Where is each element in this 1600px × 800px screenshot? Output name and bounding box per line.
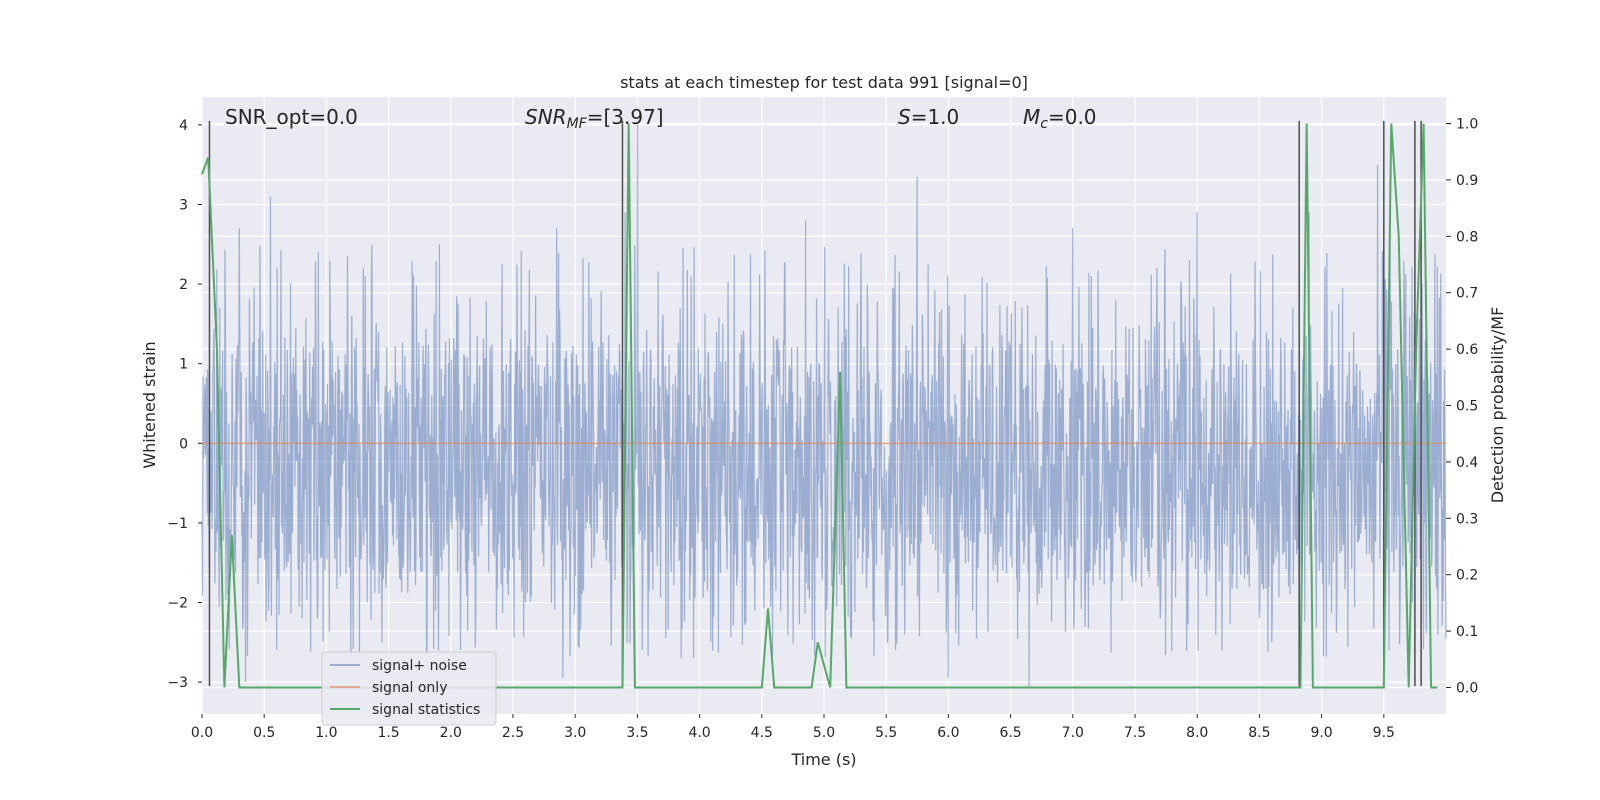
mc-symbol: M [1023,105,1040,129]
y2-tick-label-9: 0.9 [1456,173,1478,189]
legend: signal+ noise signal only signal statist… [321,651,497,726]
x-tick-label-17: 8.5 [1248,725,1270,741]
x-tick-label-18: 9.0 [1310,725,1332,741]
x-tick-label-9: 4.5 [751,725,773,741]
y2-tick-label-10: 1.0 [1456,117,1478,133]
series-lines [201,120,1446,689]
y2-tick-label-0: 0.0 [1456,680,1478,696]
y2-tick-label-6: 0.6 [1456,342,1478,358]
x-tick-label-15: 7.5 [1124,725,1146,741]
y2-axis-label: Detection probability/MF [1488,307,1507,504]
x-tick-label-11: 5.5 [875,725,897,741]
snr-mf-annotation: SNRMF=[3.97] [525,105,664,132]
mc-annotation: Mc=0.0 [1023,105,1097,132]
s-annotation: S=1.0 [898,105,959,129]
y-tick-label-1: −2 [167,596,188,612]
series-signal-noise [201,124,1447,687]
mc-value: =0.0 [1048,105,1097,129]
axes: 0.0 0.5 1.0 1.5 2.0 2.5 3.0 3.5 4.0 4.5 5.0 5.5 6.0 6… [167,117,1478,741]
legend-label-signal-noise: signal+ noise [372,658,467,674]
x-tick-label-12: 6.0 [937,725,959,741]
x-tick-label-1: 0.5 [253,725,275,741]
legend-label-signal-statistics: signal statistics [372,702,480,718]
snr-opt-annotation: SNR_opt=0.0 [225,105,358,129]
mc-subscript: c [1040,116,1048,132]
y2-tick-label-4: 0.4 [1456,455,1478,471]
y-tick-label-0: −3 [167,675,188,691]
y-tick-label-2: −1 [167,516,188,532]
signal-statistics-line [201,123,1438,689]
x-tick-label-7: 3.5 [626,725,648,741]
x-tick-label-14: 7.0 [1062,725,1084,741]
y-tick-label-6: 3 [179,197,188,213]
y-tick-label-4: 1 [179,357,188,373]
y-tick-label-5: 2 [179,277,188,293]
x-tick-label-4: 2.0 [440,725,462,741]
s-value: =1.0 [911,105,960,129]
y2-tick-label-7: 0.7 [1456,286,1478,302]
signal-noise-line [201,124,1447,687]
snr-mf-value: =[3.97] [587,105,664,129]
snr-mf-subscript: MF [567,116,588,132]
y-tick-label-7: 4 [179,118,188,134]
x-tick-label-8: 4.0 [688,725,710,741]
x-tick-label-0: 0.0 [191,725,213,741]
y2-tick-label-3: 0.3 [1456,511,1478,527]
y2-tick-label-1: 0.1 [1456,624,1478,640]
s-symbol: S [898,105,911,129]
x-tick-label-5: 2.5 [502,725,524,741]
x-tick-label-2: 1.0 [315,725,337,741]
snr-mf-symbol: SNR [525,105,567,129]
legend-label-signal-only: signal only [372,680,447,696]
x-tick-label-16: 8.0 [1186,725,1208,741]
x-tick-label-3: 1.5 [377,725,399,741]
x-tick-label-10: 5.0 [813,725,835,741]
chart-title: stats at each timestep for test data 991… [620,73,1028,92]
y2-tick-label-8: 0.8 [1456,229,1478,245]
x-tick-label-6: 3.0 [564,725,586,741]
x-axis-label: Time (s) [790,750,856,769]
y-tick-label-3: 0 [179,436,188,452]
x-tick-label-19: 9.5 [1373,725,1395,741]
y2-tick-label-5: 0.5 [1456,399,1478,415]
legend-box [321,651,497,726]
x-tick-label-13: 6.5 [999,725,1021,741]
y2-tick-label-2: 0.2 [1456,568,1478,584]
y-axis-label: Whitened strain [140,341,159,468]
